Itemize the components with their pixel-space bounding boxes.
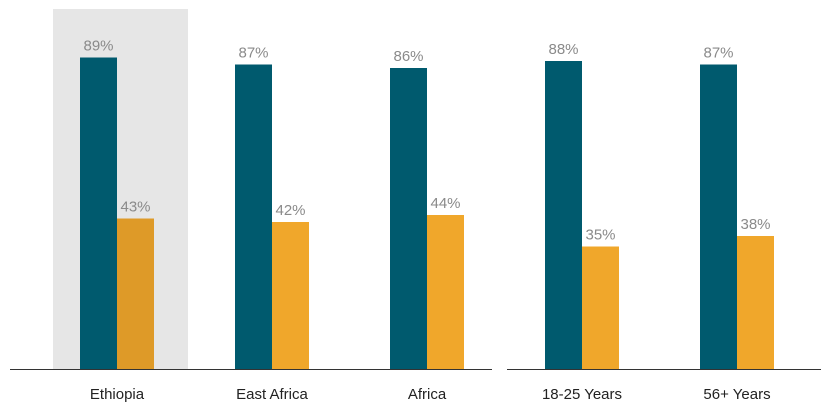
bar-56-years-series-2 <box>737 236 774 369</box>
category-label: East Africa <box>236 386 308 403</box>
data-label: 43% <box>120 199 150 216</box>
bar-africa-series-2 <box>427 215 464 369</box>
data-label: 87% <box>238 45 268 62</box>
bar-ethiopia-series-2 <box>117 218 154 369</box>
bar-ethiopia-series-1 <box>80 57 117 369</box>
data-label: 44% <box>430 195 460 212</box>
bar-18-25-years-series-2 <box>582 246 619 369</box>
bar-east-africa-series-2 <box>272 222 309 369</box>
data-label: 86% <box>393 48 423 65</box>
bar-east-africa-series-1 <box>235 64 272 369</box>
data-label: 42% <box>275 202 305 219</box>
category-label: 18-25 Years <box>542 386 622 403</box>
category-label: Africa <box>408 386 447 403</box>
bar-56-years-series-1 <box>700 64 737 369</box>
category-label: Ethiopia <box>90 386 145 403</box>
bar-africa-series-1 <box>390 68 427 369</box>
data-label: 87% <box>703 45 733 62</box>
data-label: 38% <box>740 216 770 233</box>
data-label: 35% <box>585 227 615 244</box>
data-label: 89% <box>83 38 113 55</box>
category-label: 56+ Years <box>703 386 770 403</box>
data-label: 88% <box>548 41 578 58</box>
bar-18-25-years-series-1 <box>545 61 582 369</box>
